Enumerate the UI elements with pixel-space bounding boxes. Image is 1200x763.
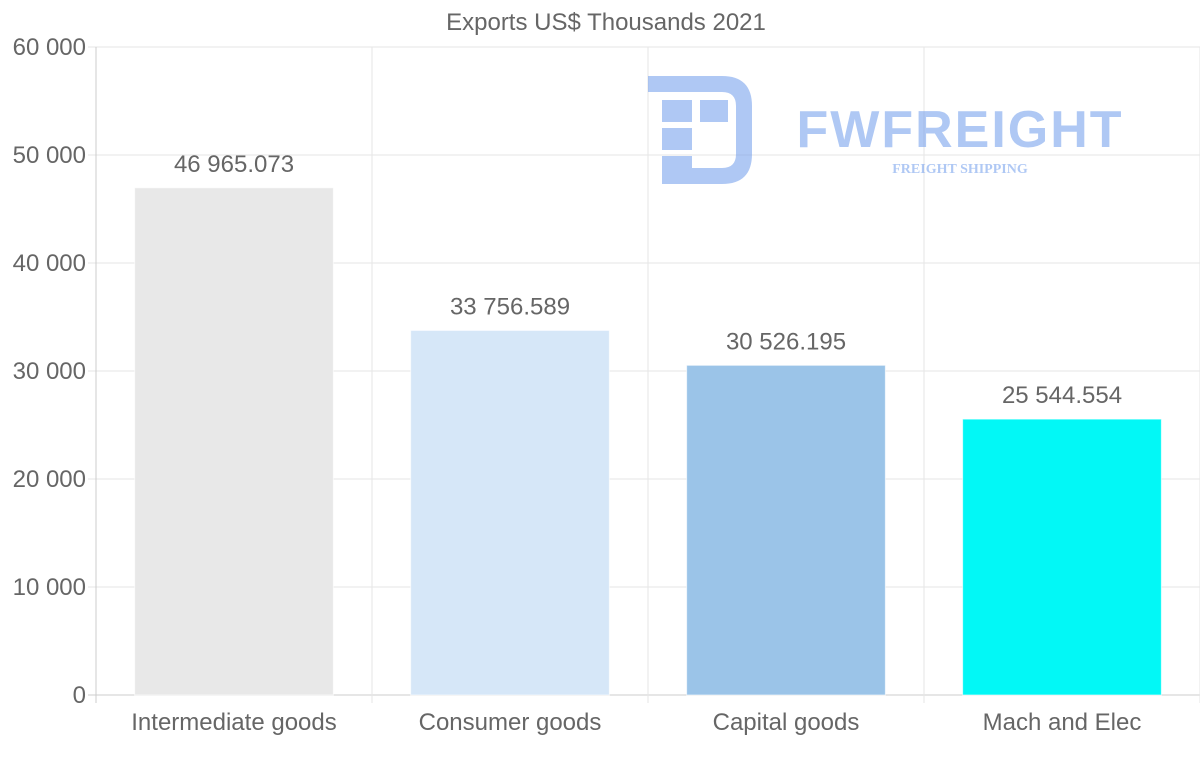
y-tick-label: 30 000	[13, 358, 86, 385]
fwfreight-logo-icon	[648, 76, 752, 184]
bar[interactable]	[686, 364, 886, 696]
watermark-brand: FWFREIGHT	[796, 101, 1123, 159]
bar[interactable]	[134, 187, 334, 696]
labels-layer: 0 10 000 20 000 30 000 40 000 50 000 60 000 46 …	[13, 34, 1142, 736]
x-tick-label: Capital goods	[713, 709, 860, 736]
y-tick-label: 60 000	[13, 34, 86, 61]
watermark-logo: FWFREIGHT FREIGHT SHIPPING	[648, 76, 1123, 184]
y-tick-label: 0	[73, 682, 86, 709]
watermark-tagline: FREIGHT SHIPPING	[892, 162, 1028, 177]
bar-value-label: 46 965.073	[174, 151, 294, 178]
x-tick-label: Consumer goods	[419, 709, 602, 736]
y-tick-label: 10 000	[13, 574, 86, 601]
bar-value-label: 25 544.554	[1002, 382, 1122, 409]
bar-value-label: 30 526.195	[726, 328, 846, 355]
x-tick-label: Intermediate goods	[131, 709, 336, 736]
y-tick-label: 40 000	[13, 250, 86, 277]
x-tick-label: Mach and Elec	[983, 709, 1142, 736]
bar[interactable]	[410, 329, 610, 696]
y-tick-label: 50 000	[13, 142, 86, 169]
bars-layer	[134, 187, 1162, 696]
chart-title: Exports US$ Thousands 2021	[446, 9, 766, 36]
y-tick-label: 20 000	[13, 466, 86, 493]
bar[interactable]	[962, 418, 1162, 696]
bar-value-label: 33 756.589	[450, 293, 570, 320]
